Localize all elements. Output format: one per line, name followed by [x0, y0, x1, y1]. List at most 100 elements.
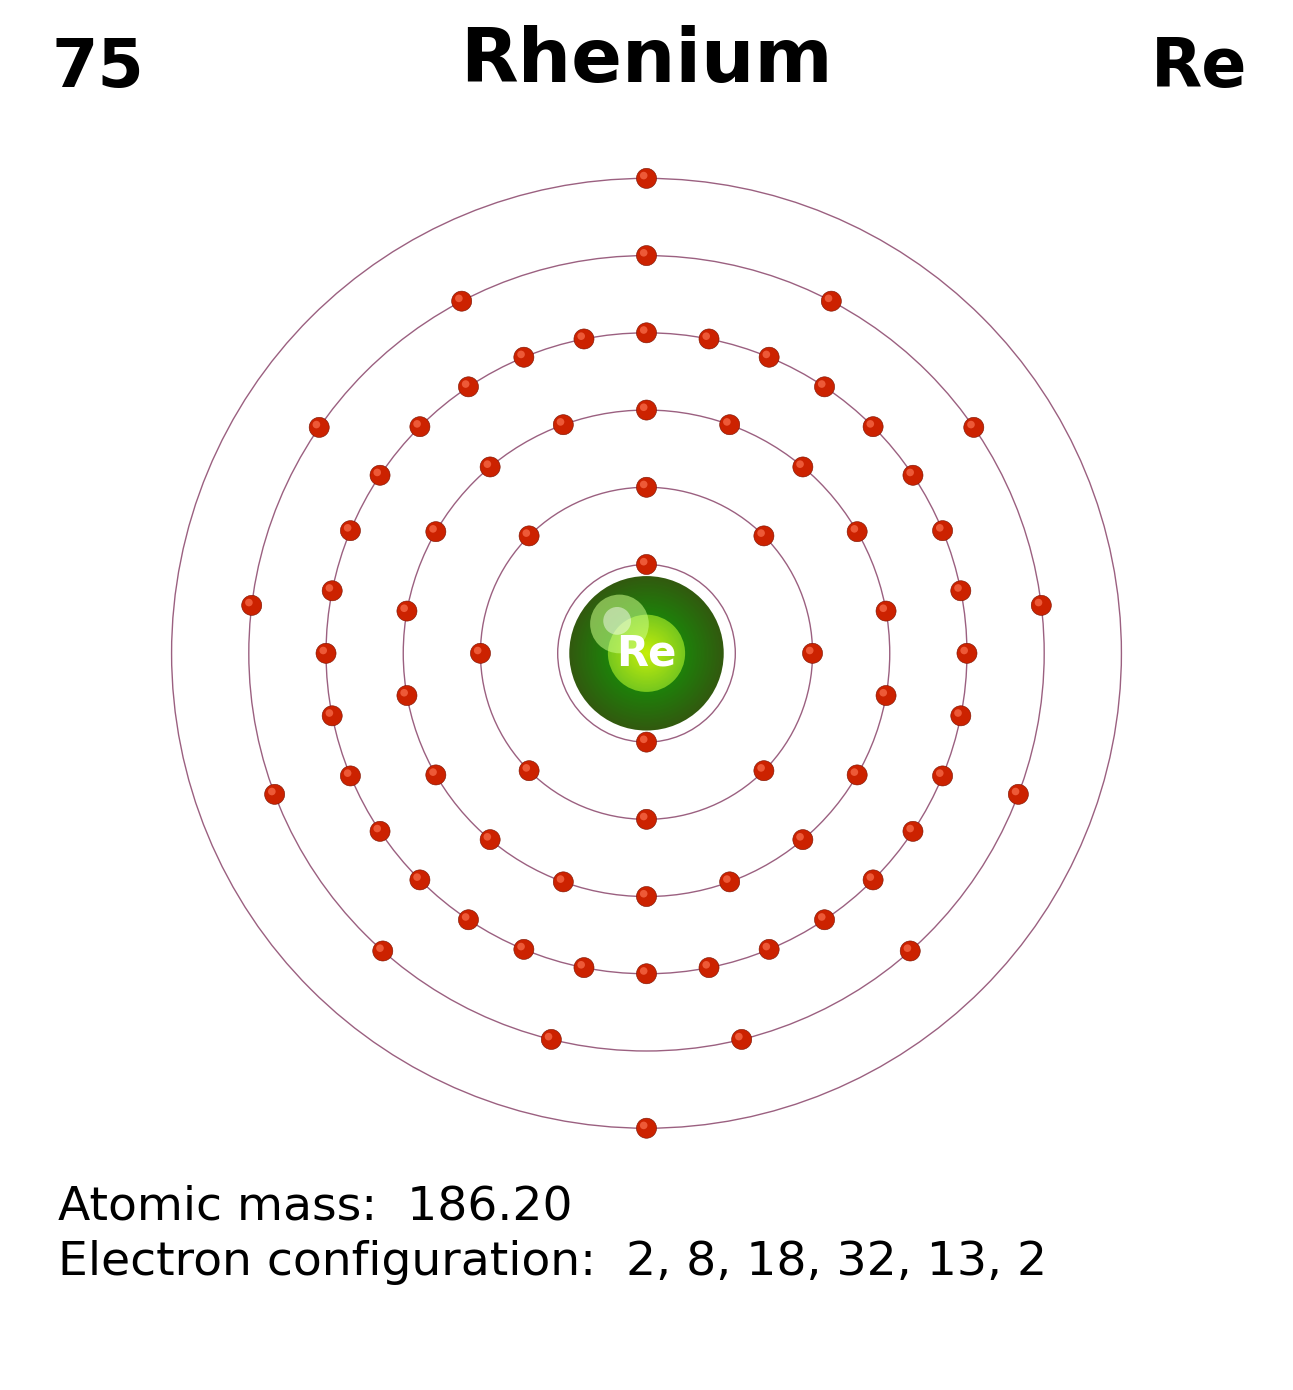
Circle shape — [906, 824, 914, 833]
Circle shape — [936, 769, 944, 777]
Circle shape — [957, 644, 978, 663]
Circle shape — [630, 637, 663, 670]
Circle shape — [584, 592, 709, 714]
Circle shape — [961, 646, 968, 655]
Circle shape — [1034, 599, 1042, 606]
Circle shape — [372, 941, 393, 960]
Circle shape — [640, 1122, 648, 1129]
Circle shape — [376, 944, 384, 952]
Circle shape — [582, 589, 711, 717]
Circle shape — [763, 942, 771, 951]
Circle shape — [370, 821, 390, 841]
Circle shape — [640, 249, 648, 257]
Circle shape — [615, 623, 678, 684]
Circle shape — [462, 913, 469, 920]
Circle shape — [636, 555, 657, 574]
Circle shape — [903, 821, 923, 841]
Circle shape — [569, 575, 724, 731]
Text: Image ID: 2GW815C: Image ID: 2GW815C — [1120, 1329, 1248, 1341]
Circle shape — [793, 457, 813, 477]
Circle shape — [636, 963, 657, 984]
Circle shape — [592, 599, 701, 708]
Circle shape — [627, 634, 666, 673]
Circle shape — [640, 890, 648, 898]
Circle shape — [484, 833, 491, 841]
Circle shape — [723, 876, 731, 883]
Circle shape — [604, 610, 689, 696]
Circle shape — [754, 760, 775, 781]
Circle shape — [619, 627, 674, 680]
Circle shape — [758, 765, 765, 771]
Circle shape — [588, 595, 705, 712]
Circle shape — [397, 600, 416, 621]
Circle shape — [344, 769, 352, 777]
Circle shape — [578, 960, 584, 969]
Circle shape — [471, 644, 490, 663]
Circle shape — [557, 876, 564, 883]
Circle shape — [631, 638, 662, 669]
Circle shape — [636, 644, 657, 663]
Circle shape — [614, 621, 679, 685]
Circle shape — [574, 958, 593, 977]
Circle shape — [313, 421, 321, 428]
Circle shape — [954, 584, 962, 592]
Circle shape — [636, 246, 657, 265]
Circle shape — [796, 460, 804, 468]
Circle shape — [1011, 788, 1019, 795]
Circle shape — [803, 644, 822, 663]
Circle shape — [429, 525, 437, 532]
Circle shape — [640, 403, 648, 411]
Circle shape — [1009, 784, 1028, 805]
Circle shape — [480, 457, 500, 477]
Circle shape — [586, 592, 707, 714]
Circle shape — [617, 624, 676, 682]
Circle shape — [720, 872, 740, 892]
Circle shape — [618, 626, 675, 681]
Circle shape — [544, 1033, 552, 1041]
Circle shape — [459, 909, 478, 930]
Circle shape — [574, 581, 719, 726]
Circle shape — [578, 585, 715, 721]
Circle shape — [640, 967, 648, 974]
Text: www.alamy.com: www.alamy.com — [1147, 1361, 1248, 1373]
Circle shape — [818, 381, 825, 388]
Circle shape — [542, 1030, 561, 1049]
Circle shape — [796, 833, 804, 841]
Circle shape — [590, 595, 649, 653]
Circle shape — [480, 830, 500, 849]
Circle shape — [963, 417, 984, 438]
Circle shape — [866, 420, 874, 428]
Circle shape — [613, 620, 680, 687]
Circle shape — [606, 613, 687, 694]
Circle shape — [410, 417, 431, 436]
Circle shape — [599, 606, 694, 701]
Text: Re: Re — [1151, 35, 1248, 100]
Circle shape — [425, 765, 446, 785]
Text: Re: Re — [617, 632, 676, 674]
Circle shape — [640, 813, 648, 820]
Circle shape — [636, 733, 657, 752]
Circle shape — [610, 617, 683, 689]
Circle shape — [640, 557, 648, 566]
Circle shape — [967, 421, 975, 428]
Circle shape — [1032, 595, 1051, 616]
Text: alamy: alamy — [45, 1336, 125, 1359]
Circle shape — [851, 525, 859, 532]
Circle shape — [553, 872, 573, 892]
Circle shape — [645, 652, 648, 655]
Circle shape — [904, 944, 912, 952]
Circle shape — [319, 646, 327, 655]
Circle shape — [462, 381, 469, 388]
Circle shape — [322, 706, 343, 726]
Circle shape — [640, 646, 653, 660]
Circle shape — [246, 599, 252, 606]
Circle shape — [575, 582, 718, 724]
Circle shape — [557, 418, 564, 425]
Circle shape — [641, 648, 652, 659]
Circle shape — [572, 578, 721, 728]
Circle shape — [513, 348, 534, 367]
Circle shape — [950, 581, 971, 600]
Circle shape — [583, 591, 710, 716]
Circle shape — [326, 584, 334, 592]
Circle shape — [847, 765, 868, 785]
